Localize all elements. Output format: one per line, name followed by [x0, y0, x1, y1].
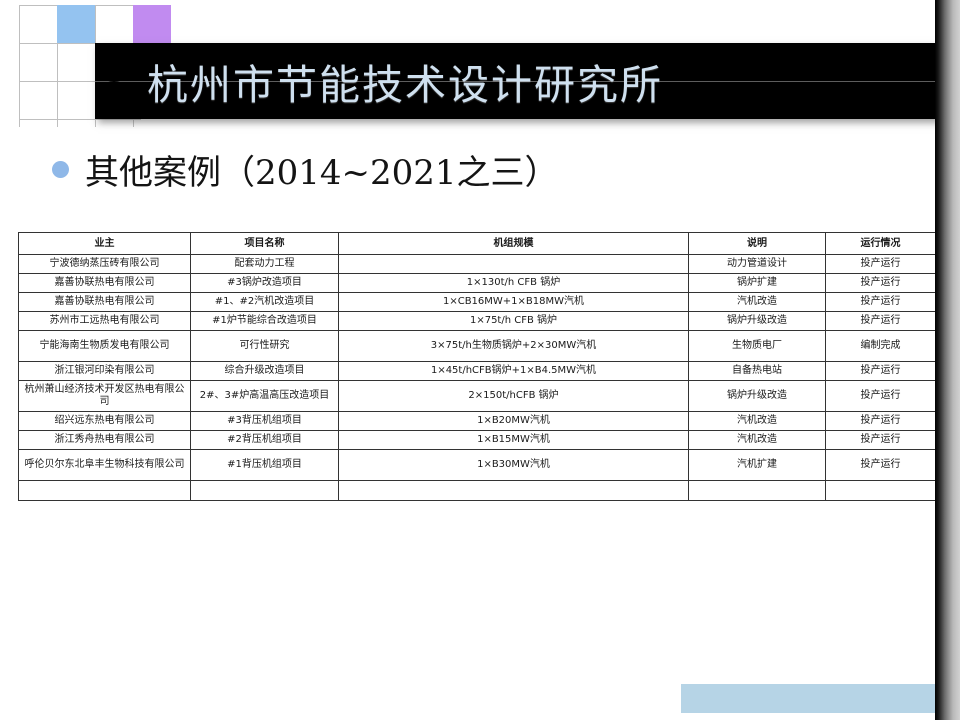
cell-scale: 1×B20MW汽机 [338, 411, 689, 431]
table-row: 绍兴远东热电有限公司 #3背压机组项目 1×B20MW汽机 汽机改造 投产运行 [18, 411, 936, 431]
col-header-scale: 机组规模 [338, 232, 689, 255]
cell-status: 投产运行 [825, 430, 936, 450]
cell-owner: 苏州市工远热电有限公司 [18, 311, 191, 331]
cell-owner: 杭州萧山经济技术开发区热电有限公司 [18, 380, 191, 412]
cell-status: 投产运行 [825, 273, 936, 293]
cell-empty [190, 480, 339, 501]
table-row: 宁能海南生物质发电有限公司 可行性研究 3×75t/h生物质锅炉+2×30MW汽… [18, 330, 936, 362]
cell-note: 锅炉升级改造 [688, 380, 826, 412]
cell-status: 投产运行 [825, 292, 936, 312]
table-row: 苏州市工远热电有限公司 #1炉节能综合改造项目 1×75t/h CFB 锅炉 锅… [18, 311, 936, 331]
cell-note: 生物质电厂 [688, 330, 826, 362]
page-title: 杭州市节能技术设计研究所 [147, 61, 663, 109]
table-row-spacer [18, 480, 936, 501]
cell-status: 投产运行 [825, 449, 936, 481]
grid-line-vertical [57, 5, 58, 127]
cell-empty [688, 480, 826, 501]
cell-status: 投产运行 [825, 380, 936, 412]
table-row: 宁波德纳蒸压砖有限公司 配套动力工程 动力管道设计 投产运行 [18, 254, 936, 274]
table-row: 浙江银河印染有限公司 综合升级改造项目 1×45t/hCFB锅炉+1×B4.5M… [18, 361, 936, 381]
cell-status: 投产运行 [825, 411, 936, 431]
cell-scale: 1×B30MW汽机 [338, 449, 689, 481]
cell-project: #1炉节能综合改造项目 [190, 311, 339, 331]
slide-title-bar: 杭州市节能技术设计研究所 [95, 43, 940, 119]
cell-project: #3锅炉改造项目 [190, 273, 339, 293]
cell-scale: 2×150t/hCFB 锅炉 [338, 380, 689, 412]
cell-project: 综合升级改造项目 [190, 361, 339, 381]
cell-scale: 1×B15MW汽机 [338, 430, 689, 450]
col-header-owner: 业主 [18, 232, 191, 255]
table-row: 杭州萧山经济技术开发区热电有限公司 2#、3#炉高温高压改造项目 2×150t/… [18, 380, 936, 412]
cell-note: 动力管道设计 [688, 254, 826, 274]
cell-empty [338, 480, 689, 501]
cell-owner: 浙江银河印染有限公司 [18, 361, 191, 381]
cell-owner: 嘉善协联热电有限公司 [18, 273, 191, 293]
cell-scale: 1×45t/hCFB锅炉+1×B4.5MW汽机 [338, 361, 689, 381]
cell-note: 汽机扩建 [688, 449, 826, 481]
grid-line-vertical [19, 5, 20, 127]
cell-note: 自备热电站 [688, 361, 826, 381]
table-row: 嘉善协联热电有限公司 #3锅炉改造项目 1×130t/h CFB 锅炉 锅炉扩建… [18, 273, 936, 293]
cell-scale [338, 254, 689, 274]
cell-note: 汽机改造 [688, 411, 826, 431]
cell-empty [825, 480, 936, 501]
table-row: 呼伦贝尔东北阜丰生物科技有限公司 #1背压机组项目 1×B30MW汽机 汽机扩建… [18, 449, 936, 481]
slide-right-edge-frame [935, 0, 960, 720]
cell-status: 编制完成 [825, 330, 936, 362]
decorative-square-blue [57, 5, 95, 43]
col-header-project: 项目名称 [190, 232, 339, 255]
cell-status: 投产运行 [825, 361, 936, 381]
decorative-circle-black [95, 81, 133, 119]
cell-owner: 嘉善协联热电有限公司 [18, 292, 191, 312]
cell-project: #1背压机组项目 [190, 449, 339, 481]
cell-project: 2#、3#炉高温高压改造项目 [190, 380, 339, 412]
cell-project: 配套动力工程 [190, 254, 339, 274]
cell-note: 锅炉升级改造 [688, 311, 826, 331]
cell-project: 可行性研究 [190, 330, 339, 362]
case-table: 业主 项目名称 机组规模 说明 运行情况 宁波德纳蒸压砖有限公司 配套动力工程 … [18, 232, 936, 501]
cell-owner: 浙江秀舟热电有限公司 [18, 430, 191, 450]
cell-note: 锅炉扩建 [688, 273, 826, 293]
cell-status: 投产运行 [825, 254, 936, 274]
col-header-status: 运行情况 [825, 232, 936, 255]
table-row: 浙江秀舟热电有限公司 #2背压机组项目 1×B15MW汽机 汽机改造 投产运行 [18, 430, 936, 450]
cell-scale: 1×130t/h CFB 锅炉 [338, 273, 689, 293]
case-table-container: 业主 项目名称 机组规模 说明 运行情况 宁波德纳蒸压砖有限公司 配套动力工程 … [18, 232, 936, 501]
cell-owner: 绍兴远东热电有限公司 [18, 411, 191, 431]
grid-line-horizontal [19, 119, 141, 120]
cell-scale: 3×75t/h生物质锅炉+2×30MW汽机 [338, 330, 689, 362]
cell-scale: 1×CB16MW+1×B18MW汽机 [338, 292, 689, 312]
cell-note: 汽机改造 [688, 430, 826, 450]
subtitle-label: 其他案例（2014~2021之三） [85, 153, 559, 193]
footer-accent-bar [681, 684, 935, 713]
grid-line-horizontal [19, 43, 141, 44]
cell-owner: 宁能海南生物质发电有限公司 [18, 330, 191, 362]
cell-project: #1、#2汽机改造项目 [190, 292, 339, 312]
cell-scale: 1×75t/h CFB 锅炉 [338, 311, 689, 331]
cell-project: #3背压机组项目 [190, 411, 339, 431]
cell-project: #2背压机组项目 [190, 430, 339, 450]
cell-owner: 呼伦贝尔东北阜丰生物科技有限公司 [18, 449, 191, 481]
decorative-square-purple [133, 5, 171, 43]
cell-empty [18, 480, 191, 501]
cell-note: 汽机改造 [688, 292, 826, 312]
table-header-row: 业主 项目名称 机组规模 说明 运行情况 [18, 232, 936, 255]
grid-line-horizontal [19, 81, 141, 82]
title-bar-rule [95, 81, 940, 82]
subtitle-row: 其他案例（2014~2021之三） [52, 145, 559, 194]
table-row: 嘉善协联热电有限公司 #1、#2汽机改造项目 1×CB16MW+1×B18MW汽… [18, 292, 936, 312]
cell-owner: 宁波德纳蒸压砖有限公司 [18, 254, 191, 274]
col-header-note: 说明 [688, 232, 826, 255]
cell-status: 投产运行 [825, 311, 936, 331]
bullet-dot-icon [52, 161, 69, 178]
